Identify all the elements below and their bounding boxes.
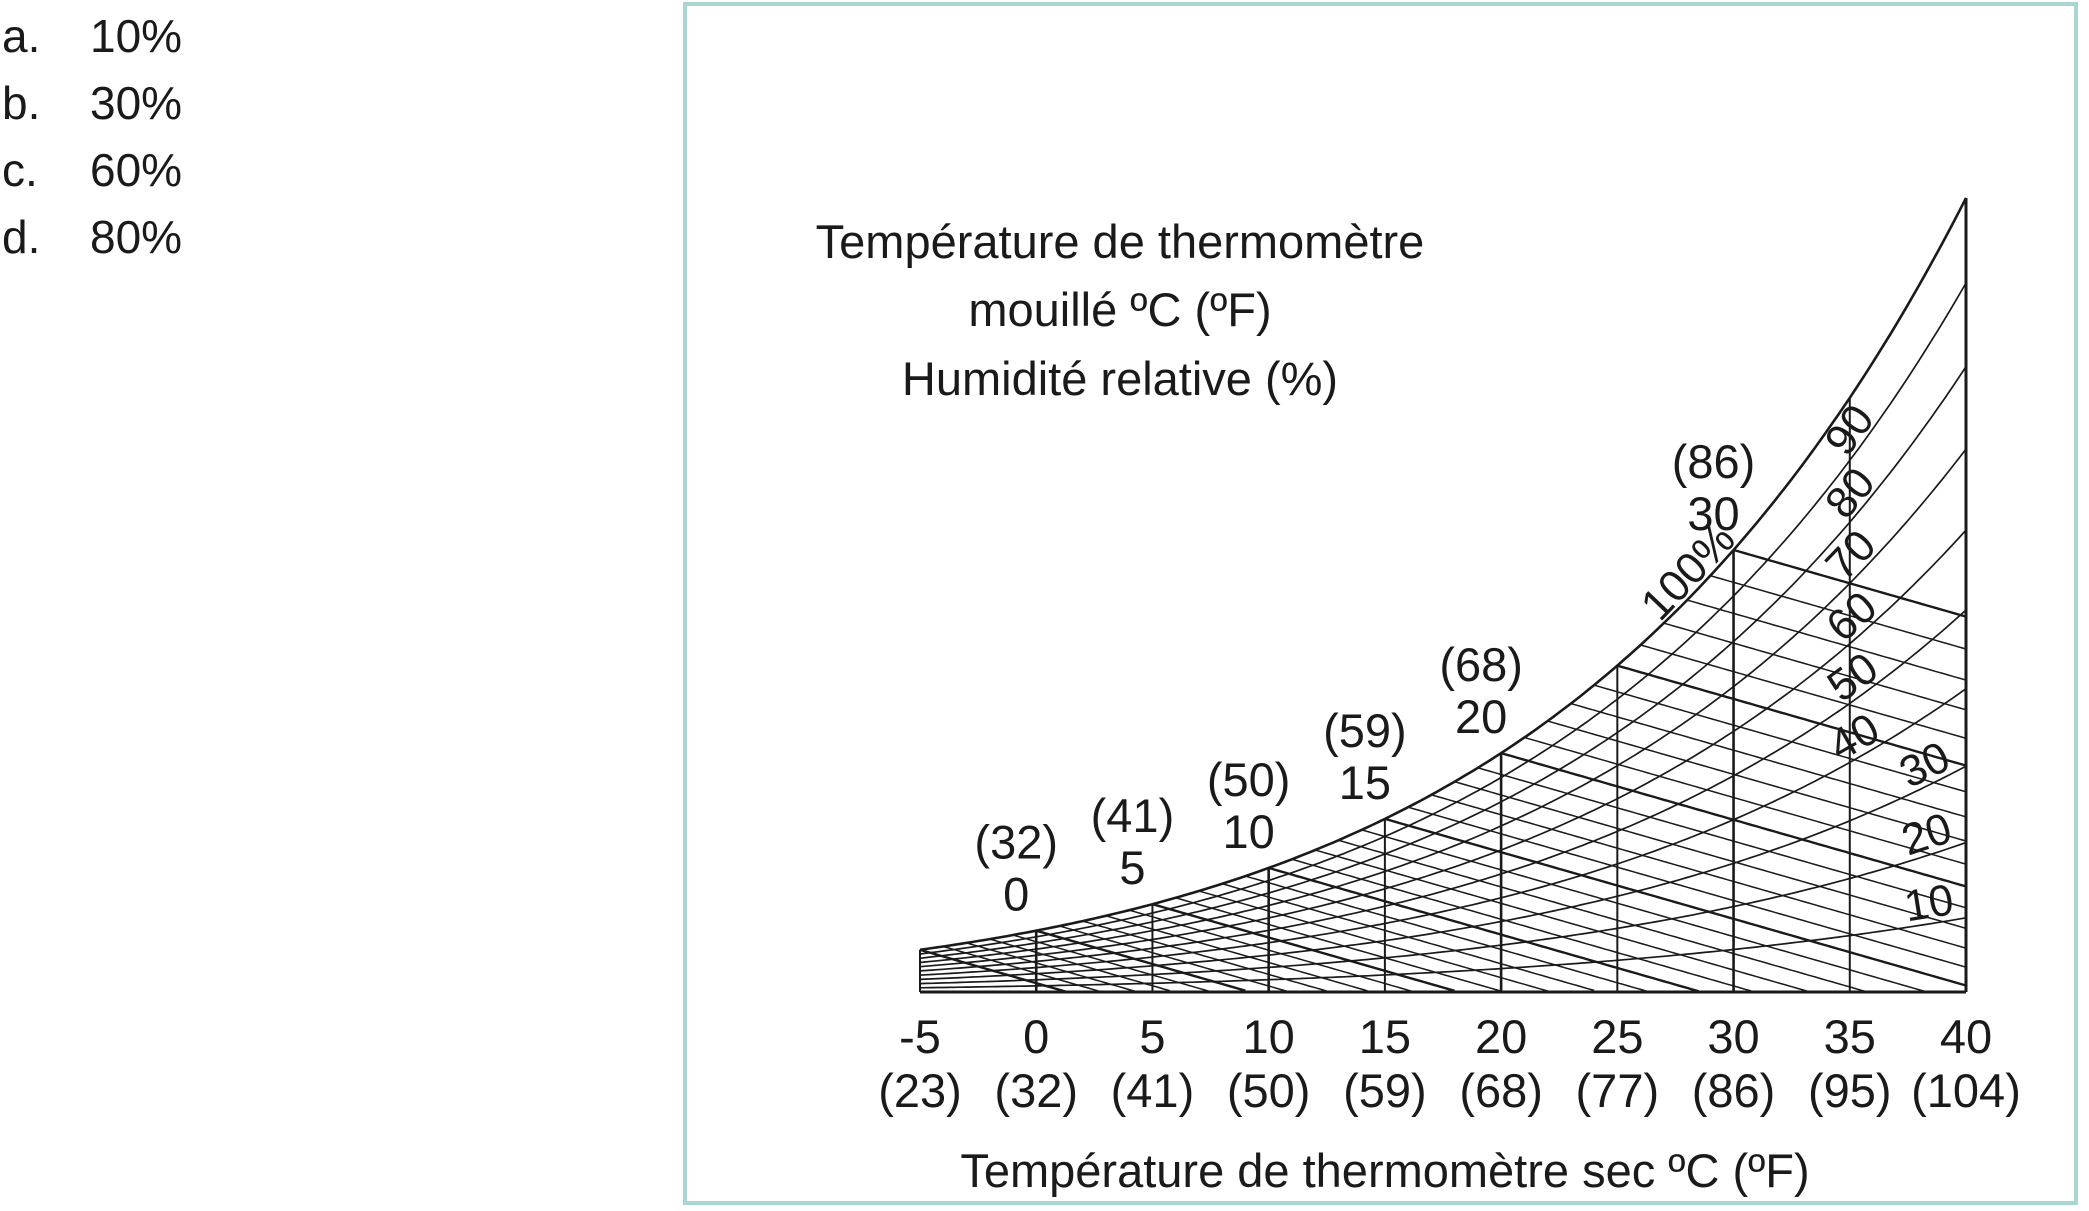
chart-title-line-3: Humidité relative (%)	[902, 352, 1338, 405]
rh-curve-40	[919, 688, 1967, 977]
wet-bulb-label-fahrenheit: (86)	[1672, 435, 1756, 488]
rh-curve-label: 90	[1815, 396, 1883, 464]
x-axis-title: Température de thermomètre sec ºC (ºF)	[960, 1144, 1809, 1197]
x-tick-label-fahrenheit: (104)	[1911, 1064, 2021, 1117]
chart-labels: -5(23)0(32)5(41)10(50)15(59)20(68)25(77)…	[878, 396, 2021, 1117]
wet-bulb-line	[1640, 644, 1967, 740]
option-text: 30%	[90, 77, 183, 129]
x-tick-label: 25	[1591, 1010, 1643, 1063]
rh-curve-label: 30	[1892, 732, 1958, 798]
wet-bulb-line	[989, 938, 1171, 992]
wet-bulb-line	[1454, 780, 1967, 930]
rh-curve-60	[919, 529, 1967, 968]
rh-curve-70	[919, 448, 1967, 964]
x-tick-label: 5	[1139, 1010, 1165, 1063]
wet-bulb-line	[1593, 684, 1967, 793]
chart-frame	[683, 2, 2078, 1205]
wet-bulb-label-fahrenheit: (68)	[1439, 638, 1523, 691]
rh-curve-80	[919, 366, 1967, 960]
option-letter: c.	[2, 144, 38, 196]
option-letter: a.	[2, 10, 41, 62]
wet-bulb-line	[1616, 664, 1967, 767]
wet-bulb-label-fahrenheit: (59)	[1323, 704, 1407, 757]
option-text: 10%	[90, 10, 183, 62]
chart-title-line-2: mouillé ºC (ºF)	[968, 283, 1271, 336]
x-tick-label-fahrenheit: (50)	[1227, 1064, 1311, 1117]
rh-curve-label: 10	[1901, 875, 1957, 931]
wet-bulb-line	[1338, 839, 1868, 993]
chart-title-line-1: Température de thermomètre	[816, 215, 1425, 268]
option-text: 80%	[90, 211, 183, 263]
wet-bulb-line	[1035, 929, 1246, 992]
rh-curve-label: 50	[1819, 643, 1887, 711]
wet-bulb-line	[1268, 866, 1700, 993]
wet-bulb-label: 20	[1455, 690, 1507, 743]
x-tick-label: 40	[1940, 1010, 1992, 1063]
wet-bulb-line	[1291, 858, 1752, 992]
rh-curve-label: 70	[1816, 521, 1885, 590]
wet-bulb-line	[1314, 849, 1810, 993]
wet-bulb-line	[1105, 915, 1368, 992]
x-tick-label-fahrenheit: (23)	[878, 1064, 962, 1117]
wet-bulb-label-fahrenheit: (32)	[974, 816, 1058, 869]
wet-bulb-line	[1547, 720, 1967, 842]
x-tick-label-fahrenheit: (86)	[1692, 1064, 1776, 1117]
rh-curve-20	[919, 841, 1967, 985]
x-tick-label-fahrenheit: (68)	[1459, 1064, 1543, 1117]
wet-bulb-line	[1384, 817, 1967, 987]
option-letter: b.	[2, 77, 41, 129]
x-tick-label: 20	[1475, 1010, 1527, 1063]
x-tick-label: 35	[1824, 1010, 1876, 1063]
wet-bulb-line	[1129, 909, 1415, 993]
rh-curve-label: 40	[1821, 704, 1888, 771]
rh-curve-label: 20	[1896, 804, 1958, 866]
wet-bulb-line	[1407, 806, 1967, 968]
wet-bulb-line	[1152, 903, 1455, 992]
wet-bulb-line	[1710, 574, 1967, 650]
chart-grid	[919, 197, 1968, 994]
x-tick-label: 10	[1243, 1010, 1295, 1063]
x-tick-label-fahrenheit: (59)	[1343, 1064, 1427, 1117]
rh-curve-label: 80	[1816, 459, 1885, 528]
x-tick-label: 0	[1023, 1010, 1049, 1063]
wet-bulb-line	[1245, 875, 1647, 992]
rh-curve-50	[919, 609, 1967, 972]
wet-bulb-line	[1663, 622, 1967, 711]
x-tick-label: -5	[899, 1010, 941, 1063]
wet-bulb-line	[1431, 794, 1967, 949]
wet-bulb-line	[1175, 897, 1502, 992]
rh-curve-100	[919, 197, 1968, 952]
x-tick-label-fahrenheit: (41)	[1111, 1064, 1195, 1117]
x-tick-label-fahrenheit: (77)	[1576, 1064, 1660, 1117]
wet-bulb-line	[1477, 767, 1967, 909]
option-letter: d.	[2, 211, 41, 263]
x-tick-label-fahrenheit: (32)	[994, 1064, 1078, 1117]
wet-bulb-label: 30	[1687, 487, 1739, 540]
wet-bulb-label-fahrenheit: (41)	[1091, 789, 1175, 842]
rh-curve-30	[919, 765, 1967, 981]
wet-bulb-label: 0	[1003, 868, 1029, 921]
wet-bulb-line	[1361, 829, 1926, 993]
x-tick-label: 30	[1707, 1010, 1759, 1063]
wet-bulb-label-fahrenheit: (50)	[1207, 753, 1291, 806]
x-tick-label-fahrenheit: (95)	[1808, 1064, 1892, 1117]
option-text: 60%	[90, 144, 183, 196]
x-tick-label: 15	[1359, 1010, 1411, 1063]
wet-bulb-label: 15	[1339, 756, 1391, 809]
rh-curve-10	[919, 916, 1967, 989]
wet-bulb-line	[1524, 736, 1967, 865]
wet-bulb-label: 10	[1223, 805, 1275, 858]
rh-curve-90	[919, 282, 1967, 955]
wet-bulb-line	[1686, 599, 1967, 681]
wet-bulb-label: 5	[1119, 841, 1145, 894]
